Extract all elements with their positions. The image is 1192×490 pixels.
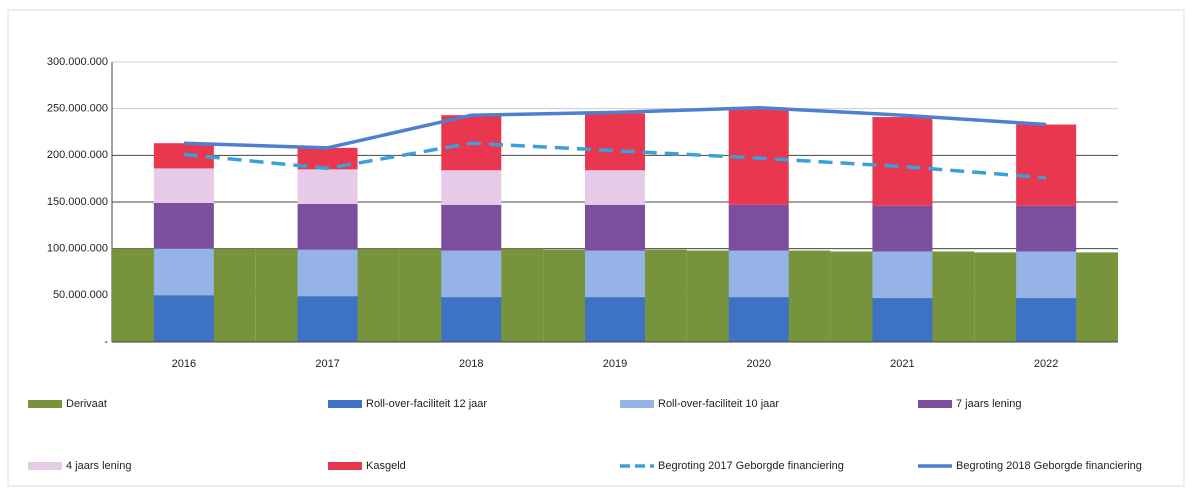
bar-segment bbox=[872, 251, 933, 299]
bar-segment bbox=[728, 204, 789, 251]
y-tick-label: 250.000.000 bbox=[47, 103, 108, 115]
bar-segment bbox=[441, 170, 502, 205]
bar-segment bbox=[585, 113, 645, 171]
chart-frame bbox=[7, 9, 1185, 487]
bar-segment bbox=[441, 204, 502, 251]
y-tick-label: 300.000.000 bbox=[47, 56, 108, 68]
bar-segment bbox=[297, 296, 358, 342]
legend-label: Begroting 2018 Geborgde financiering bbox=[956, 460, 1142, 472]
x-tick-label: 2021 bbox=[890, 358, 914, 370]
bar-segment bbox=[1016, 205, 1077, 252]
bar-segment bbox=[585, 250, 645, 298]
x-tick-label: 2019 bbox=[603, 358, 627, 370]
bar-segment bbox=[1016, 298, 1077, 342]
legend-label: Derivaat bbox=[66, 398, 107, 410]
y-tick-label: 150.000.000 bbox=[47, 196, 108, 208]
legend-label: 4 jaars lening bbox=[66, 460, 131, 472]
bar-segment bbox=[441, 250, 502, 298]
bar-segment bbox=[872, 298, 933, 342]
bar-segment bbox=[585, 297, 645, 342]
bar-segment bbox=[297, 203, 358, 250]
y-tick-label: - bbox=[104, 336, 108, 348]
bar-segment bbox=[153, 168, 214, 203]
x-tick-label: 2017 bbox=[315, 358, 339, 370]
bar-segment bbox=[153, 295, 214, 342]
legend-swatch bbox=[620, 400, 654, 408]
legend-swatch bbox=[28, 462, 62, 470]
legend-label: Kasgeld bbox=[366, 460, 406, 472]
legend-swatch bbox=[918, 400, 952, 408]
bar-segment bbox=[872, 205, 933, 252]
bar-segment bbox=[728, 297, 789, 342]
bar-segment bbox=[585, 204, 645, 251]
bar-segment bbox=[728, 250, 789, 298]
x-tick-label: 2020 bbox=[746, 358, 770, 370]
legend-swatch bbox=[328, 400, 362, 408]
legend-label: Roll-over-faciliteit 12 jaar bbox=[366, 398, 487, 410]
bar-segment bbox=[297, 249, 358, 297]
x-tick-label: 2022 bbox=[1034, 358, 1058, 370]
y-tick-label: 100.000.000 bbox=[47, 243, 108, 255]
legend-label: Begroting 2017 Geborgde financiering bbox=[658, 460, 844, 472]
legend-label: Roll-over-faciliteit 10 jaar bbox=[658, 398, 779, 410]
bar-segment bbox=[1016, 124, 1077, 206]
bar-segment bbox=[585, 170, 645, 205]
line bbox=[183, 105, 1047, 150]
y-tick-label: 50.000.000 bbox=[53, 289, 108, 301]
y-tick-label: 200.000.000 bbox=[47, 149, 108, 161]
bar-segment bbox=[153, 248, 214, 296]
bar-segment bbox=[297, 147, 358, 170]
legend-swatch bbox=[28, 400, 62, 408]
bar-segment bbox=[872, 117, 933, 206]
x-tick-label: 2016 bbox=[172, 358, 196, 370]
bar-segment bbox=[297, 169, 358, 204]
bar-segment bbox=[153, 202, 214, 249]
legend-label: 7 jaars lening bbox=[956, 398, 1021, 410]
legend-swatch bbox=[328, 462, 362, 470]
x-tick-label: 2018 bbox=[459, 358, 483, 370]
line bbox=[183, 141, 1047, 180]
bar-segment bbox=[1016, 251, 1077, 299]
bar-segment bbox=[441, 297, 502, 342]
